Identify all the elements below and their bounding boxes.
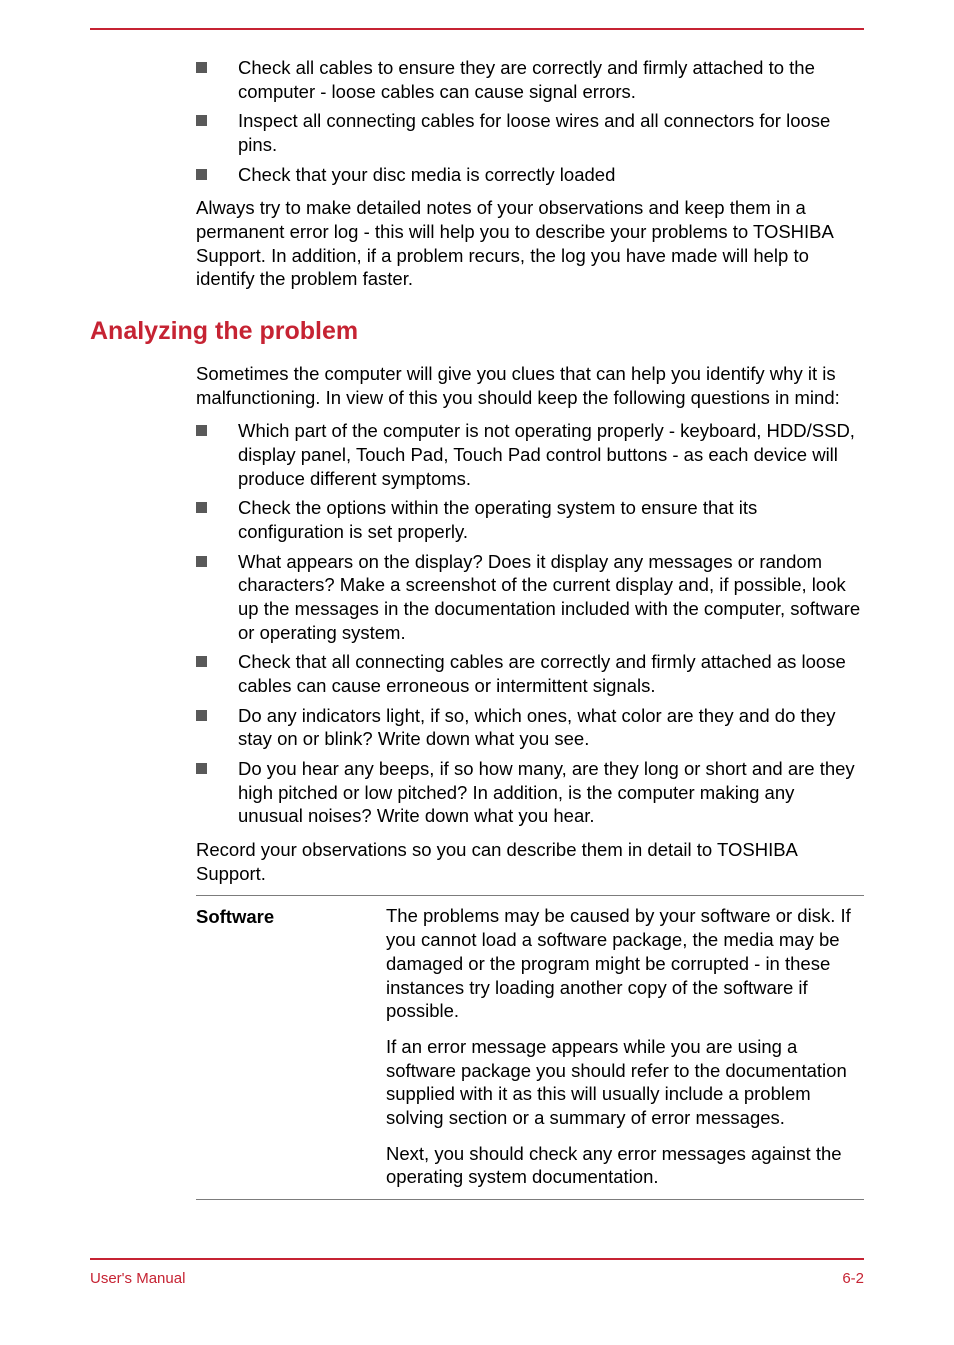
page-footer: User's Manual 6-2 xyxy=(90,1258,864,1287)
record-paragraph: Record your observations so you can desc… xyxy=(196,838,864,885)
list-item: Which part of the computer is not operat… xyxy=(196,419,864,490)
list-item: Do you hear any beeps, if so how many, a… xyxy=(196,757,864,828)
software-table-label: Software xyxy=(196,904,386,1188)
list-item: Check that all connecting cables are cor… xyxy=(196,650,864,697)
pre-heading-block: Check all cables to ensure they are corr… xyxy=(196,56,864,291)
page: Check all cables to ensure they are corr… xyxy=(0,28,954,1327)
section-body: Sometimes the computer will give you clu… xyxy=(196,362,864,1200)
section-heading-analyzing: Analyzing the problem xyxy=(90,317,864,346)
list-item: Check the options within the operating s… xyxy=(196,496,864,543)
cable-check-list: Check all cables to ensure they are corr… xyxy=(196,56,864,186)
software-table: Software The problems may be caused by y… xyxy=(196,895,864,1199)
software-paragraph: If an error message appears while you ar… xyxy=(386,1035,864,1130)
question-list: Which part of the computer is not operat… xyxy=(196,419,864,828)
page-content: Check all cables to ensure they are corr… xyxy=(90,56,864,1200)
top-horizontal-rule xyxy=(90,28,864,30)
list-item: Check that your disc media is correctly … xyxy=(196,163,864,187)
list-item: What appears on the display? Does it dis… xyxy=(196,550,864,645)
software-table-content: The problems may be caused by your softw… xyxy=(386,904,864,1188)
software-paragraph: The problems may be caused by your softw… xyxy=(386,904,864,1022)
software-paragraph: Next, you should check any error message… xyxy=(386,1142,864,1189)
notes-paragraph: Always try to make detailed notes of you… xyxy=(196,196,864,291)
footer-left: User's Manual xyxy=(90,1270,185,1287)
footer-right: 6-2 xyxy=(842,1270,864,1287)
list-item: Do any indicators light, if so, which on… xyxy=(196,704,864,751)
list-item: Inspect all connecting cables for loose … xyxy=(196,109,864,156)
list-item: Check all cables to ensure they are corr… xyxy=(196,56,864,103)
intro-paragraph: Sometimes the computer will give you clu… xyxy=(196,362,864,409)
